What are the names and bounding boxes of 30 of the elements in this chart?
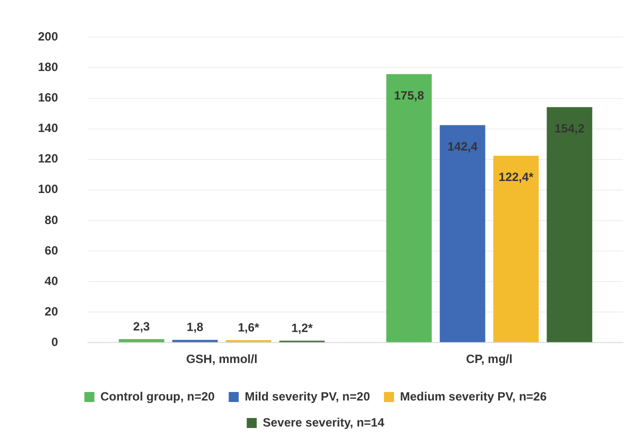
y-tick-label: 140 <box>38 121 58 136</box>
data-label: 1,8 <box>186 320 204 334</box>
bar <box>440 125 486 342</box>
y-tick-label: 160 <box>38 90 58 105</box>
data-label: 2,3 <box>133 319 150 334</box>
y-tick-label: 20 <box>44 304 58 318</box>
data-label: 1,2* <box>291 321 314 336</box>
legend-label: Control group, n=20 <box>100 389 216 404</box>
legend-label: Severe severity, n=14 <box>262 415 385 430</box>
x-tick-label: CP, mg/l <box>466 352 512 366</box>
data-label: 142,4 <box>447 139 478 154</box>
legend-label: Medium severity PV, n=26 <box>400 389 547 404</box>
data-label: 122,4* <box>498 170 534 184</box>
legend-label: Mild severity PV, n=20 <box>244 389 370 404</box>
y-tick-label: 0 <box>51 334 58 349</box>
data-label: 1,6* <box>238 320 260 334</box>
bar <box>493 156 539 342</box>
y-tick-label: 60 <box>44 243 58 258</box>
bar <box>118 339 164 342</box>
y-tick-label: 100 <box>38 182 58 196</box>
data-label: 175,8 <box>394 88 424 102</box>
bar <box>386 74 432 342</box>
bar <box>546 107 592 342</box>
data-label: 154,2 <box>554 121 585 136</box>
y-tick-label: 40 <box>44 274 58 288</box>
y-tick-label: 180 <box>38 60 58 74</box>
y-tick-label: 200 <box>38 30 58 44</box>
x-tick-label: GSH, mmol/l <box>186 352 258 366</box>
y-tick-label: 120 <box>38 152 58 166</box>
y-tick-label: 80 <box>44 212 58 227</box>
